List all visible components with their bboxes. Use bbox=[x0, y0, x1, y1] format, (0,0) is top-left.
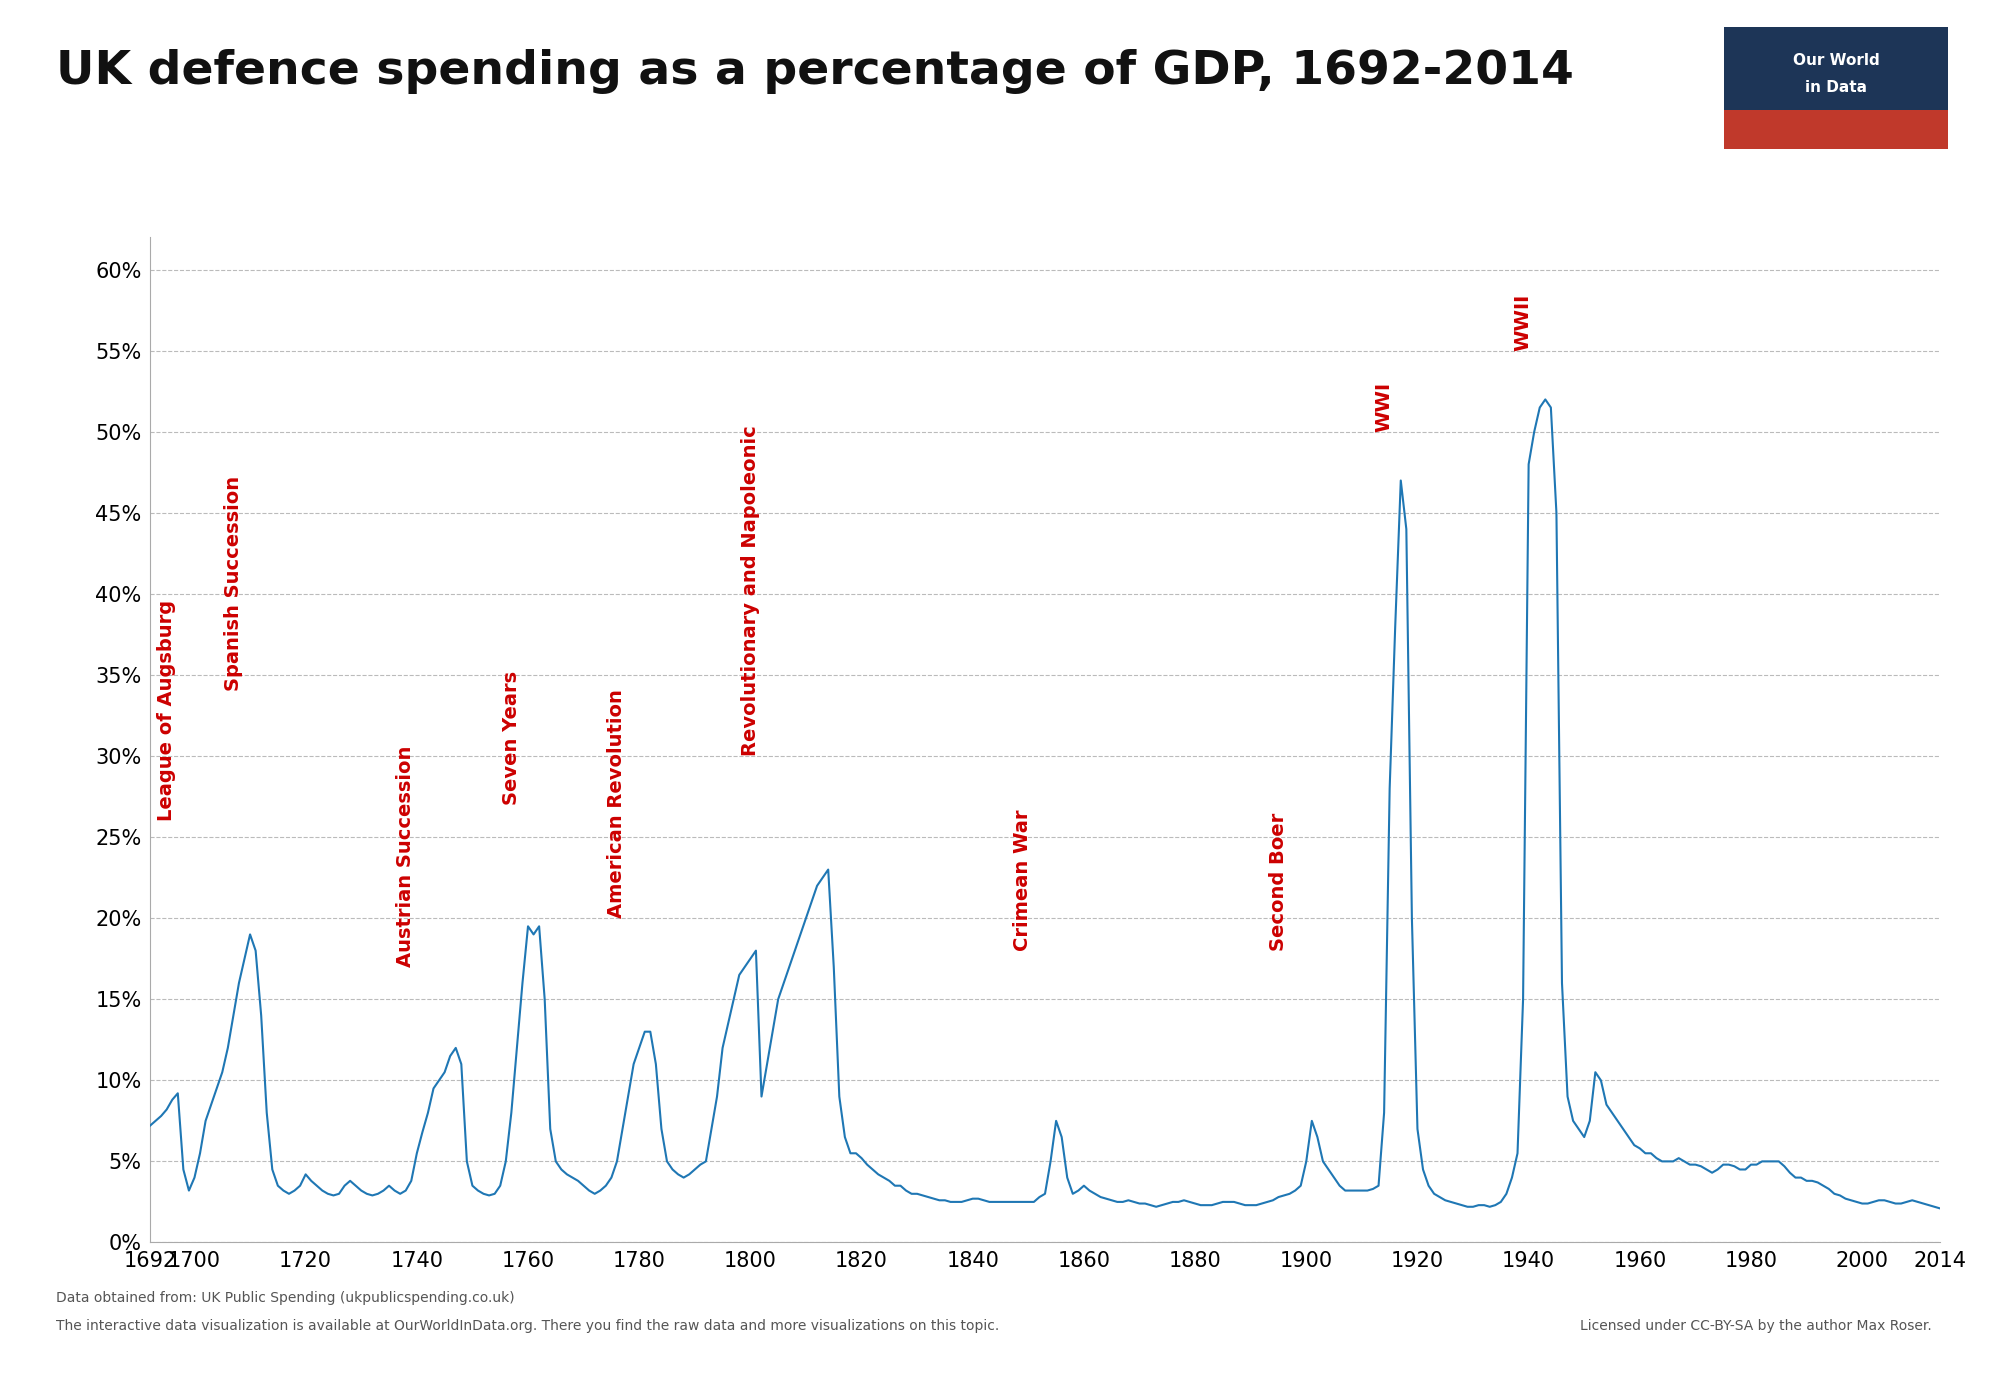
Text: Spanish Succession: Spanish Succession bbox=[224, 476, 242, 691]
Text: Revolutionary and Napoleonic: Revolutionary and Napoleonic bbox=[740, 426, 760, 757]
Text: Our World: Our World bbox=[1792, 53, 1880, 68]
Text: Crimean War: Crimean War bbox=[1014, 810, 1032, 951]
Text: League of Augsburg: League of Augsburg bbox=[158, 600, 176, 821]
Text: Austrian Succession: Austrian Succession bbox=[396, 745, 416, 967]
Text: UK defence spending as a percentage of GDP, 1692-2014: UK defence spending as a percentage of G… bbox=[56, 49, 1574, 94]
Text: American Revolution: American Revolution bbox=[608, 690, 626, 919]
Text: Seven Years: Seven Years bbox=[502, 670, 520, 804]
Text: Licensed under CC-BY-SA by the author Max Roser.: Licensed under CC-BY-SA by the author Ma… bbox=[1580, 1319, 1932, 1333]
Text: in Data: in Data bbox=[1804, 81, 1868, 95]
Bar bbox=[1724, 110, 1948, 149]
Text: Second Boer: Second Boer bbox=[1268, 812, 1288, 951]
Text: Data obtained from: UK Public Spending (ukpublicspending.co.uk): Data obtained from: UK Public Spending (… bbox=[56, 1291, 514, 1305]
Text: WWII: WWII bbox=[1514, 293, 1532, 350]
Text: WWI: WWI bbox=[1374, 381, 1394, 431]
Text: The interactive data visualization is available at OurWorldInData.org. There you: The interactive data visualization is av… bbox=[56, 1319, 1000, 1333]
